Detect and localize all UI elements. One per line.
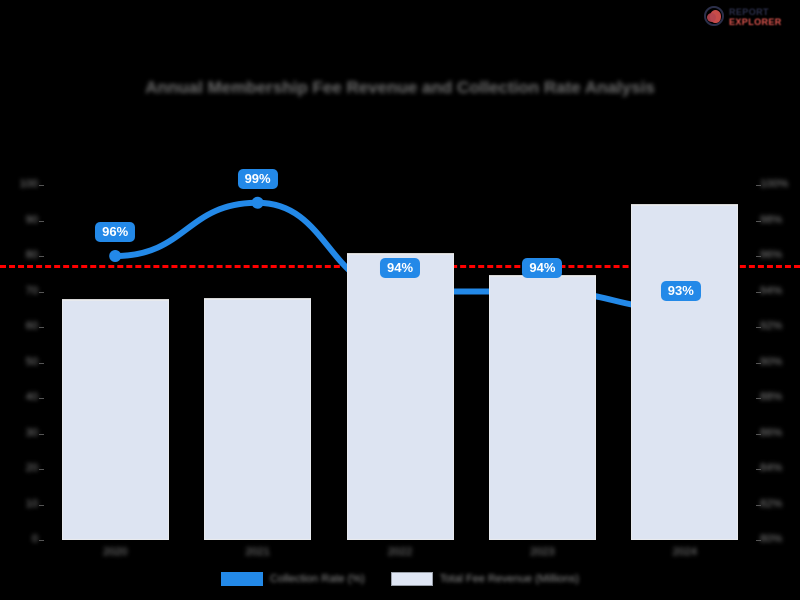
right-axis-tick-label: 96% <box>760 249 783 261</box>
legend-swatch-1 <box>390 572 433 586</box>
legend-label-0: Collection Rate (%) <box>269 573 365 585</box>
logo-flower-icon <box>704 6 726 28</box>
legend-item-1[interactable]: Total Fee Revenue (Millions) <box>390 572 580 586</box>
brand-logo: REPORT EXPLORER <box>704 4 792 30</box>
right-axis-tick-label: 80% <box>760 533 783 545</box>
legend-label-1: Total Fee Revenue (Millions) <box>439 573 580 585</box>
right-axis-tick-label: 88% <box>760 391 783 403</box>
right-axis-tick-label: 92% <box>760 320 783 332</box>
left-axis-tick-label: 80 <box>25 249 38 261</box>
left-axis-tick-mark <box>39 362 44 364</box>
left-axis-tick-mark <box>39 256 44 257</box>
left-axis-tick-label: 40 <box>25 391 38 403</box>
bar-2020[interactable] <box>61 300 169 540</box>
left-axis-tick-mark <box>39 291 44 293</box>
right-axis-tick-mark <box>756 504 761 506</box>
data-label-2021: 99% <box>237 168 278 189</box>
data-label-2022: 94% <box>379 257 421 278</box>
left-axis-tick-label: 70 <box>25 284 38 297</box>
right-axis-tick-mark <box>756 398 761 399</box>
bar-2022[interactable] <box>346 254 454 540</box>
x-axis-tick-2024: 2024 <box>672 546 698 558</box>
chart-legend: Collection Rate (%) Total Fee Revenue (Mi… <box>0 572 800 586</box>
right-axis-tick-mark <box>756 540 761 541</box>
left-axis-tick-label: 30 <box>25 426 38 439</box>
plot-area: 96% 99% 94% 94% 93% <box>0 168 800 540</box>
logo-line-1: REPORT <box>729 6 769 17</box>
right-axis-tick-label: 100% <box>760 178 789 190</box>
left-axis-tick-mark <box>39 469 44 470</box>
left-axis-tick-label: 10 <box>25 497 38 510</box>
chart-title: Annual Membership Fee Revenue and Collec… <box>145 78 655 97</box>
bar-2023[interactable] <box>488 275 596 540</box>
data-label-2020: 96% <box>95 222 136 242</box>
right-axis-tick-mark <box>756 291 761 293</box>
legend-item-0[interactable]: Collection Rate (%) <box>220 572 365 586</box>
left-axis-tick-mark <box>39 220 44 222</box>
logo-line-2: EXPLORER <box>729 16 782 27</box>
right-axis-tick-label: 84% <box>760 462 783 474</box>
left-axis-tick-label: 50 <box>25 355 38 368</box>
left-axis-tick-mark <box>39 185 44 186</box>
bar-2024[interactable] <box>631 204 739 540</box>
left-axis-tick-label: 60 <box>25 320 38 332</box>
left-axis-tick-label: 20 <box>25 462 38 474</box>
line-point-2021[interactable] <box>251 196 264 209</box>
right-axis-tick-label: 82% <box>760 497 783 510</box>
right-axis-tick-label: 90% <box>760 355 783 368</box>
legend-swatch-0 <box>220 572 263 586</box>
line-point-2020[interactable] <box>109 250 122 262</box>
left-axis-tick-mark <box>39 504 44 506</box>
right-axis-tick-mark <box>756 469 761 470</box>
left-axis-tick-mark <box>39 398 44 399</box>
right-axis-tick-label: 94% <box>760 284 783 297</box>
logo-wordmark: REPORT EXPLORER <box>729 6 782 27</box>
right-axis-tick-mark <box>756 185 761 186</box>
right-axis-tick-mark <box>756 220 761 222</box>
x-axis-tick-2020: 2020 <box>102 546 128 558</box>
left-axis-tick-label: 90 <box>25 213 38 226</box>
left-axis-tick-mark <box>39 433 44 435</box>
left-axis-tick-mark <box>39 540 44 541</box>
x-axis-tick-2023: 2023 <box>530 546 555 558</box>
left-axis-tick-mark <box>39 327 44 328</box>
right-axis-tick-mark <box>756 362 761 364</box>
x-axis-tick-2022: 2022 <box>387 546 413 558</box>
right-axis-tick-label: 86% <box>760 426 783 439</box>
x-axis-tick-2021: 2021 <box>245 546 270 558</box>
right-axis-tick-mark <box>756 327 761 328</box>
left-axis-tick-label: 100 <box>19 178 38 190</box>
right-axis-tick-mark <box>756 433 761 435</box>
bar-2021[interactable] <box>204 299 312 540</box>
right-axis-tick-label: 98% <box>760 213 783 226</box>
data-label-2023: 94% <box>522 257 563 278</box>
right-axis-tick-mark <box>756 256 761 257</box>
data-label-2024: 93% <box>660 281 701 302</box>
left-axis-tick-label: 0 <box>31 533 38 545</box>
